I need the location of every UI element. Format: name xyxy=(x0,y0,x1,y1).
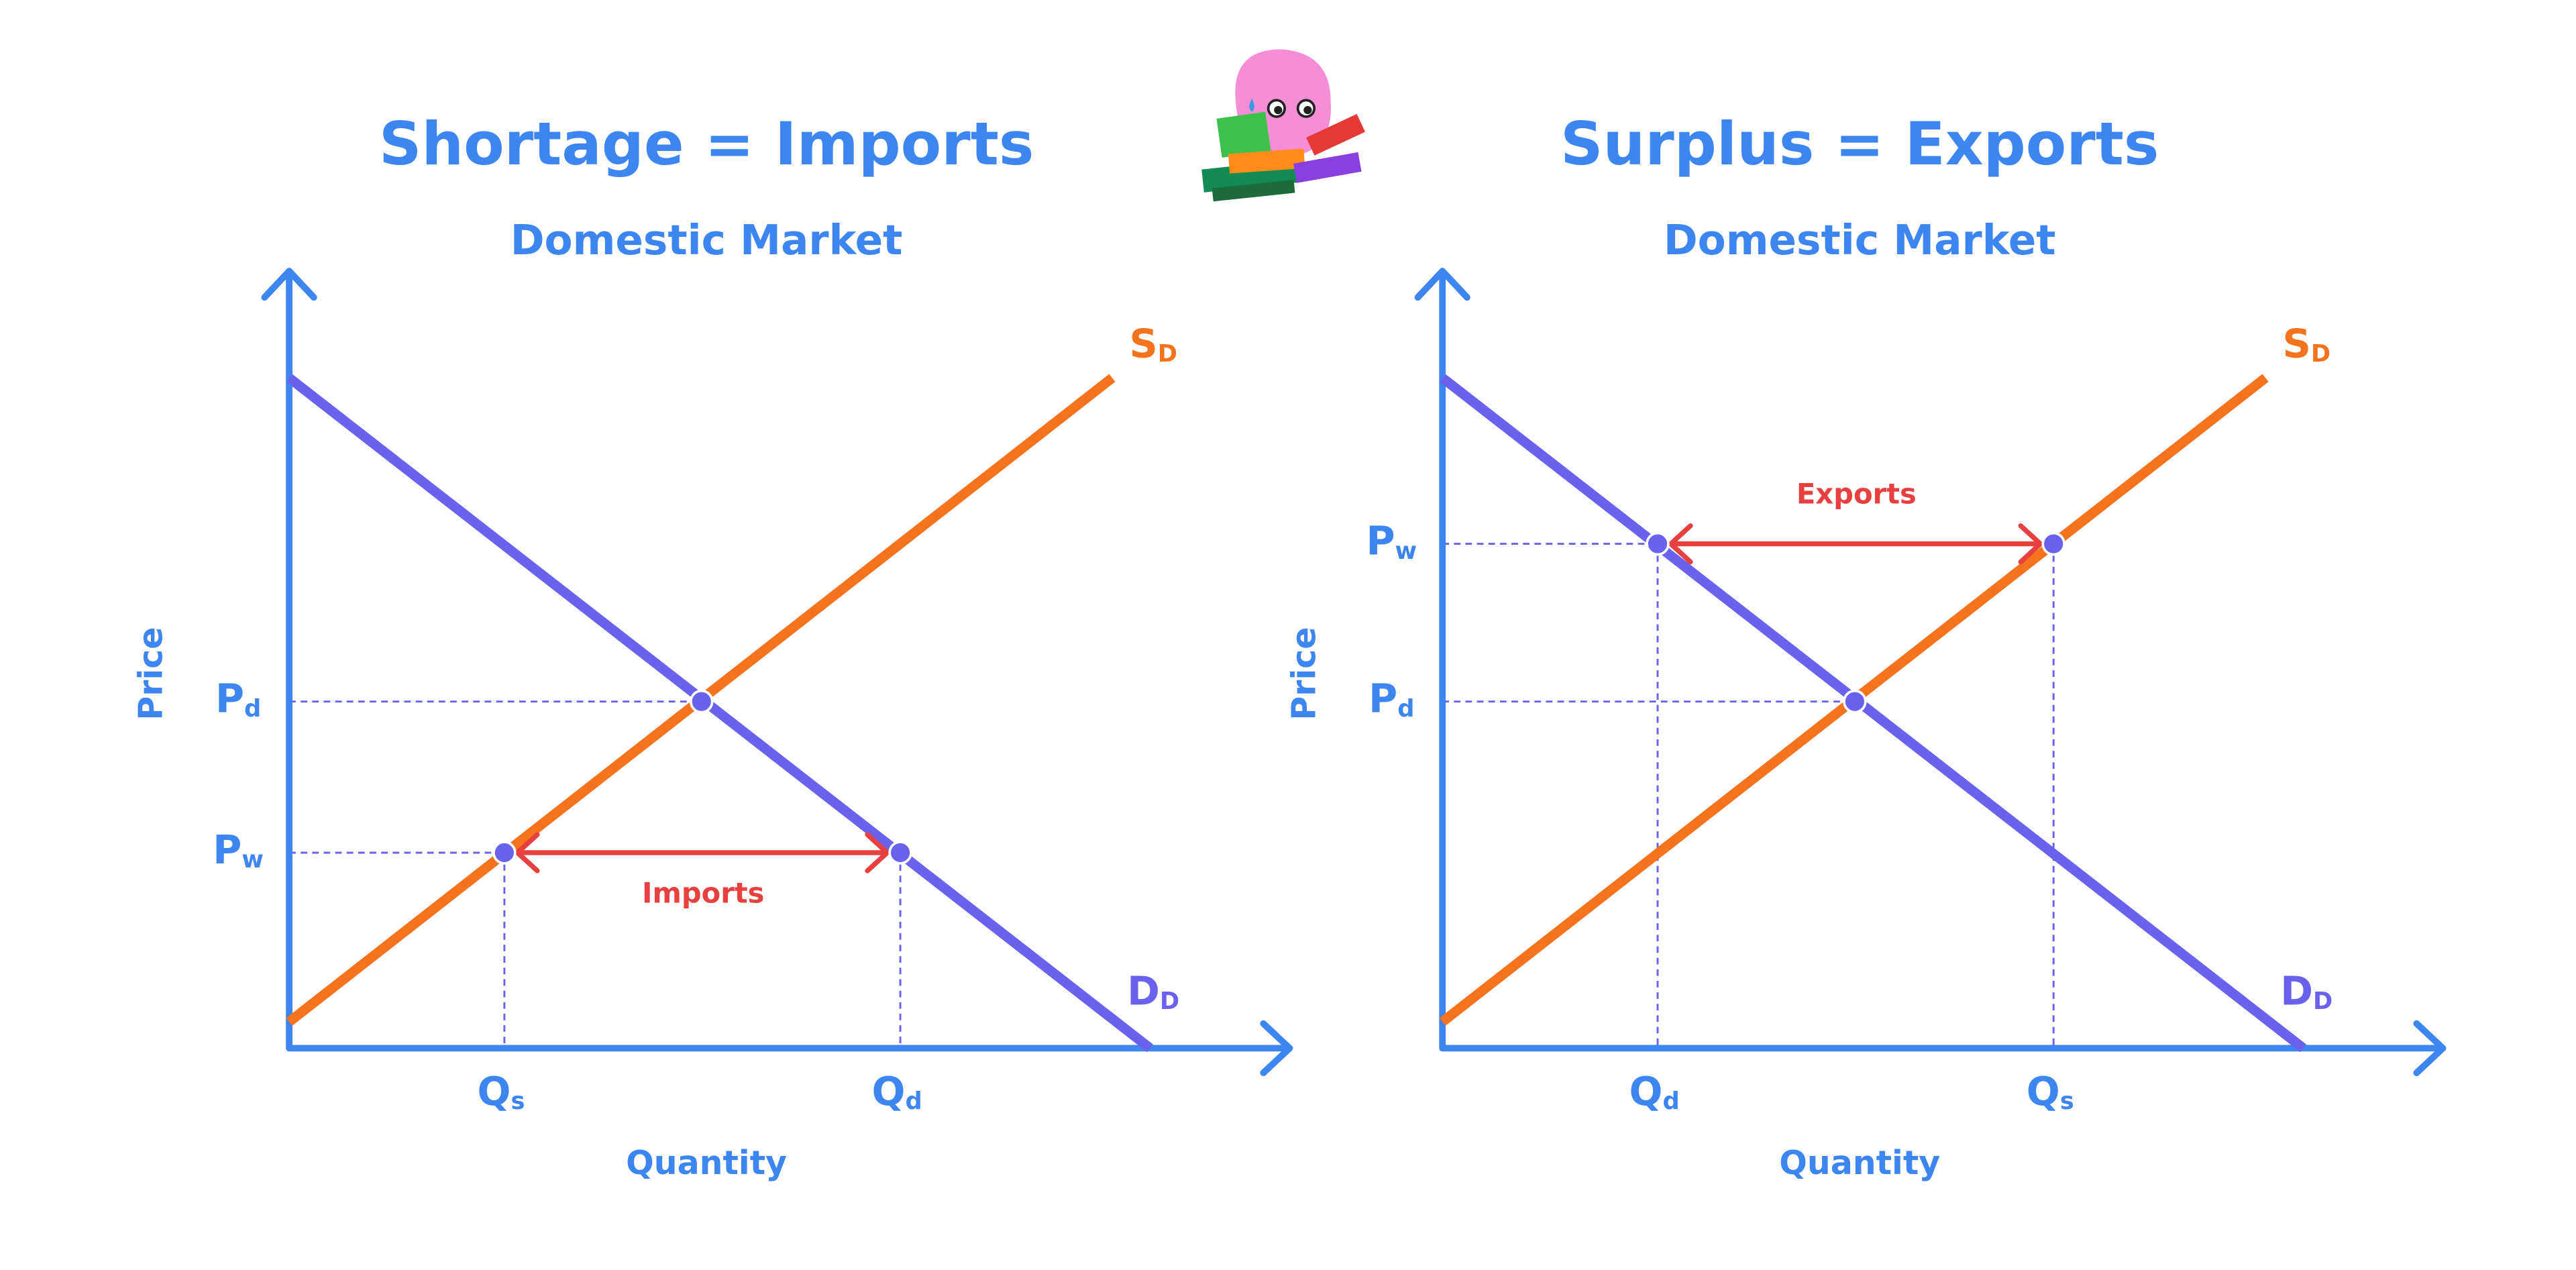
diagram-subtitle: Domestic Market xyxy=(511,217,903,264)
demand-label-main: D xyxy=(1127,968,1160,1014)
market-diagram: Surplus = Exports Domestic Market Price Qua… xyxy=(1285,109,2447,1182)
x-axis-label: Quantity xyxy=(1779,1144,1940,1182)
quantity-label: Qd xyxy=(1629,1068,1680,1115)
demand-label: DD xyxy=(1127,968,1179,1015)
trade-label: Imports xyxy=(642,877,764,910)
price-label-sub: w xyxy=(241,846,264,874)
intersection-point xyxy=(492,841,517,865)
quantity-label-sub: s xyxy=(511,1088,525,1115)
quantity-label-main: Q xyxy=(872,1068,906,1114)
quantity-label-sub: s xyxy=(2060,1088,2074,1115)
axes xyxy=(286,271,1290,1052)
y-axis-label: Price xyxy=(131,627,170,721)
diagram-title: Surplus = Exports xyxy=(1560,109,2159,178)
quantity-label: Qs xyxy=(478,1068,525,1115)
intersection-point xyxy=(1843,689,1867,714)
demand-label-sub: D xyxy=(2313,988,2332,1015)
quantity-label: Qs xyxy=(2027,1068,2074,1115)
price-label-sub: d xyxy=(1397,695,1414,723)
supply-label: SD xyxy=(2283,321,2331,368)
price-label-main: P xyxy=(215,676,244,722)
market-diagram: Shortage = Imports Domestic Market Price Qu… xyxy=(131,109,1293,1182)
intersection-point xyxy=(689,689,714,714)
axis-arrowhead xyxy=(1414,268,2447,1077)
x-axis-label: Quantity xyxy=(626,1144,787,1182)
intersection-point xyxy=(888,841,912,865)
price-label: Pd xyxy=(1368,676,1414,723)
diagram-subtitle: Domestic Market xyxy=(1664,217,2056,264)
quantity-label-main: Q xyxy=(2027,1068,2060,1114)
demand-label-sub: D xyxy=(1160,988,1179,1015)
axis-arrowhead xyxy=(261,268,1293,1077)
price-label: Pw xyxy=(213,827,264,874)
demand-curve xyxy=(1439,374,2306,1053)
supply-label-main: S xyxy=(1129,321,1157,367)
demand-curve xyxy=(286,374,1153,1053)
diagram-title: Shortage = Imports xyxy=(379,109,1034,178)
supply-label-sub: D xyxy=(1158,340,1177,368)
supply-label-sub: D xyxy=(2311,340,2330,368)
price-label: Pw xyxy=(1366,518,1417,565)
quantity-label-main: Q xyxy=(1629,1068,1663,1114)
price-label-sub: w xyxy=(1395,537,1417,565)
price-label-main: P xyxy=(1368,676,1397,722)
trade-label: Exports xyxy=(1796,478,1917,511)
y-axis-label: Price xyxy=(1285,627,1323,721)
quantity-label-sub: d xyxy=(906,1088,922,1115)
price-label-main: P xyxy=(1366,518,1395,564)
intersection-point xyxy=(1646,531,1670,556)
trade-arrowhead xyxy=(514,832,891,874)
mascot xyxy=(1201,49,1365,202)
demand-label-main: D xyxy=(2280,968,2313,1014)
quantity-label-main: Q xyxy=(478,1068,511,1114)
price-label-main: P xyxy=(213,827,241,873)
intersection-point xyxy=(2041,531,2065,556)
supply-label: SD xyxy=(1129,321,1177,368)
axes xyxy=(1439,271,2443,1052)
demand-label: DD xyxy=(2280,968,2332,1015)
price-label: Pd xyxy=(215,676,261,723)
quantity-label: Qd xyxy=(872,1068,922,1115)
trade-arrowhead xyxy=(1667,523,2045,565)
quantity-label-sub: d xyxy=(1662,1088,1679,1115)
supply-label-main: S xyxy=(2283,321,2311,367)
price-label-sub: d xyxy=(244,695,261,723)
